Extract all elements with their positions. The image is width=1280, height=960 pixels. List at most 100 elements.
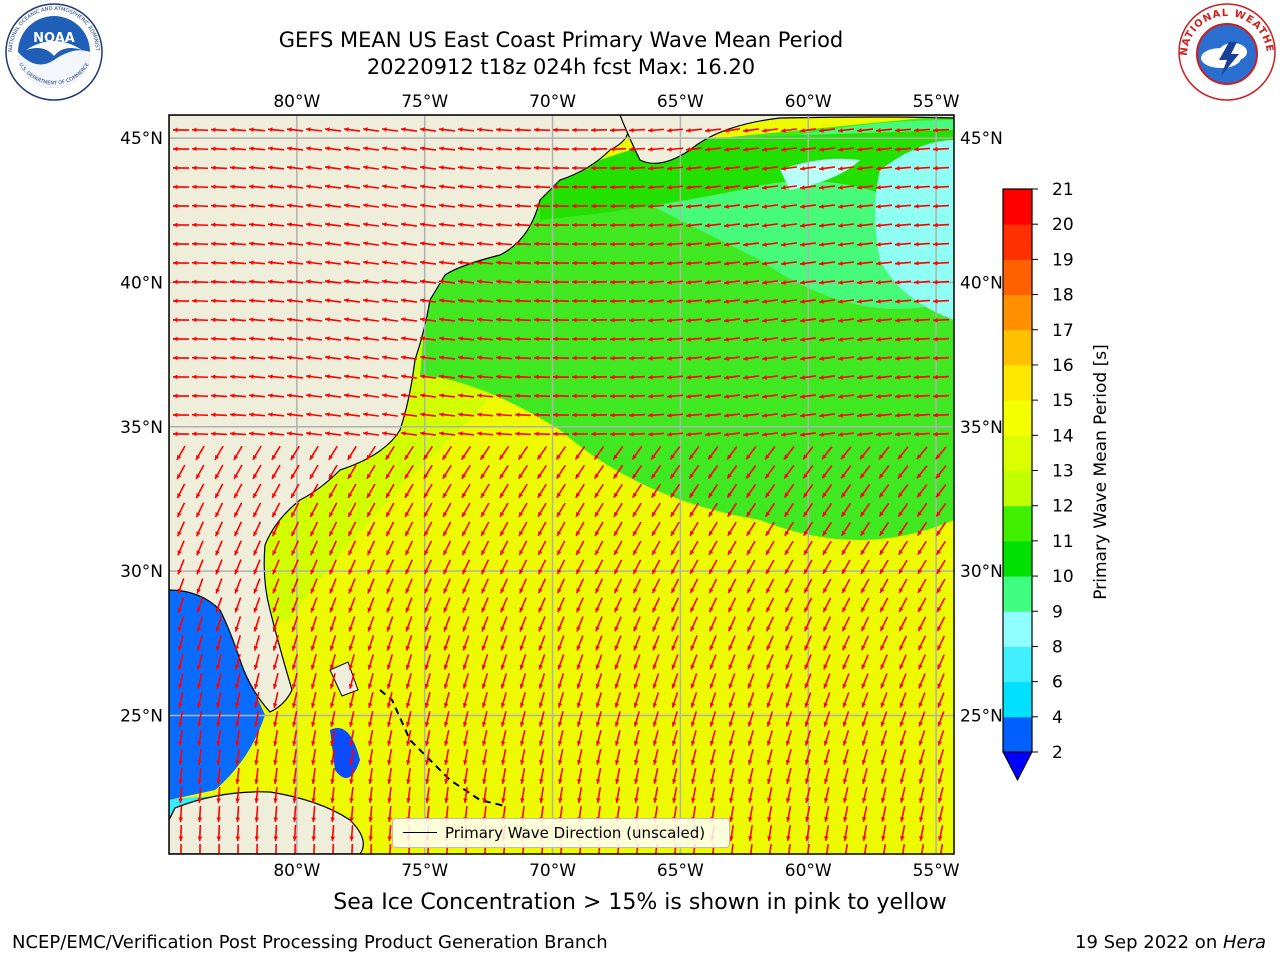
wave-arrow [897,484,909,498]
wave-arrow [685,318,703,323]
wave-arrow [362,222,380,227]
legend-line-sample [403,832,437,833]
wave-arrow [457,260,475,265]
wave-arrow [748,805,754,823]
wave-arrow [875,318,893,323]
wave-arrow [457,146,475,151]
wave-arrow [860,616,870,632]
wave-arrow [400,127,418,132]
wave-arrow [386,578,394,594]
wave-arrow [400,241,418,246]
wave-arrow [419,412,437,417]
wave-arrow [552,146,570,152]
wave-arrow [593,446,605,460]
wave-arrow [898,559,908,575]
noaa-logo-text: NOAA [33,31,75,46]
wave-arrow [780,356,798,361]
wave-arrow [272,597,280,613]
wave-arrow [229,355,247,361]
noaa-logo: NOAA NATIONAL OCEANIC AND ATMOSPHERIC AD… [4,2,103,101]
wave-arrow [457,393,475,398]
wave-arrow [210,355,228,361]
wave-arrow [385,521,395,537]
wave-arrow [690,654,698,670]
wave-arrow [823,768,830,784]
wave-arrow [235,729,241,747]
wave-arrow [671,654,679,670]
wave-arrow [898,578,908,594]
wave-arrow [191,374,209,380]
wave-arrow [476,222,494,227]
wave-arrow [704,242,722,247]
wave-arrow [386,597,394,613]
wave-arrow [590,222,608,228]
wave-arrow [330,805,335,823]
wave-arrow [480,521,490,537]
wave-arrow [235,767,240,785]
colorbar-swatch [1003,259,1032,296]
wave-arrow [229,165,247,171]
wave-arrow [177,597,185,613]
wave-arrow [937,787,944,803]
wave-arrow [689,502,699,518]
wave-arrow [267,279,285,284]
wave-arrow [932,184,950,190]
wave-arrow [878,465,890,479]
wave-arrow [267,184,285,189]
wave-arrow [267,355,285,360]
wave-arrow [707,446,719,460]
wave-arrow [571,222,589,228]
wave-arrow [747,673,755,689]
wave-arrow [805,787,811,803]
wave-arrow [670,597,680,613]
wave-arrow [237,843,239,854]
wave-arrow [878,446,890,460]
wave-arrow [538,711,545,727]
wave-arrow [552,165,570,171]
wave-arrow [856,223,874,228]
wave-arrow [918,673,926,689]
wave-arrow [822,559,832,575]
wave-arrow [723,204,741,209]
wave-arrow [575,521,585,537]
wave-arrow [723,413,741,418]
wave-arrow [329,692,336,708]
wave-arrow [647,280,665,285]
wave-arrow [917,635,927,651]
wave-arrow [822,521,832,537]
wave-arrow [614,616,622,632]
wave-arrow [609,355,627,361]
wave-arrow [666,337,684,342]
wave-arrow [267,298,285,303]
wave-arrow [248,127,266,132]
wave-arrow [799,356,817,361]
wave-arrow [305,203,323,208]
wave-arrow [571,317,589,323]
wave-arrow [254,824,260,842]
wave-arrow [254,748,259,766]
wave-arrow [785,711,793,727]
wave-arrow [729,805,735,823]
wave-arrow [689,521,699,537]
wave-arrow [172,146,190,152]
lon-tick-bottom: 80°W [273,861,320,881]
wave-arrow [875,185,893,190]
wave-arrow [210,127,228,133]
wave-arrow [666,432,684,437]
wave-arrow [609,127,627,133]
wave-arrow [875,261,893,266]
wave-arrow [476,165,494,170]
wave-arrow [476,184,494,189]
wave-arrow [286,374,304,379]
wave-arrow [462,597,470,613]
wave-arrow [729,824,735,842]
wave-arrow [685,147,703,152]
wave-arrow [557,711,564,727]
wave-arrow [172,203,190,209]
wave-arrow [533,165,551,171]
wave-arrow [723,299,741,304]
wave-arrow [628,317,646,323]
colorbar-tick-label: 8 [1052,637,1063,657]
wave-arrow [666,147,684,152]
